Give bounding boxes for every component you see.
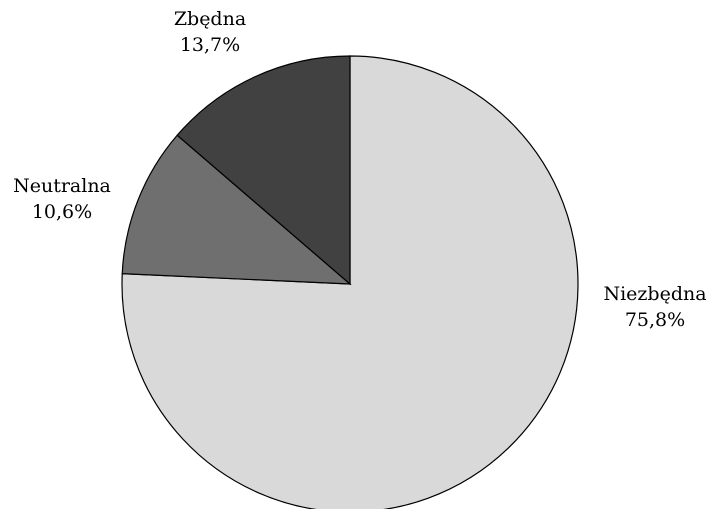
slice-label: Niezbędna — [603, 283, 706, 305]
slice-label: Neutralna — [13, 175, 111, 197]
slice-value: 75,8% — [625, 309, 685, 331]
slice-value: 10,6% — [32, 201, 92, 223]
pie-slice — [176, 55, 351, 286]
pie-slice — [121, 134, 352, 285]
pie-slice — [121, 55, 579, 509]
slice-value: 13,7% — [180, 34, 240, 56]
slice-label: Zbędna — [174, 8, 246, 30]
